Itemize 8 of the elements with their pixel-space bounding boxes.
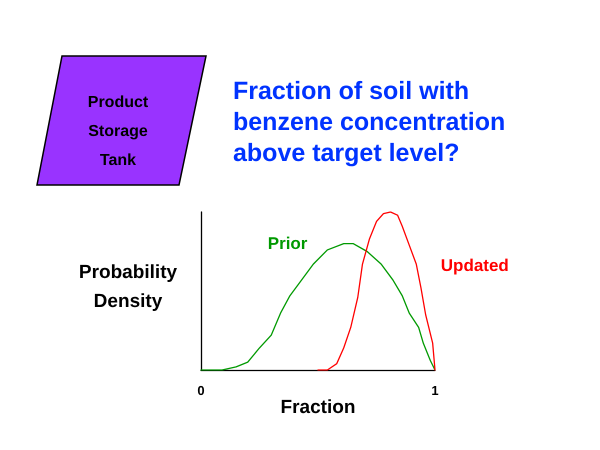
chart-title: Fraction of soil with benzene concentration above target level? (233, 76, 506, 169)
x-tick-label: 1 (431, 383, 439, 398)
x-tick-label: 0 (197, 383, 205, 398)
series-label: Updated (440, 256, 509, 276)
x-axis-title: Fraction (280, 397, 356, 418)
y-axis-title: Probability Density (78, 261, 178, 314)
text: Product Storage Tank (86, 93, 150, 171)
series-label: Prior (268, 234, 308, 254)
